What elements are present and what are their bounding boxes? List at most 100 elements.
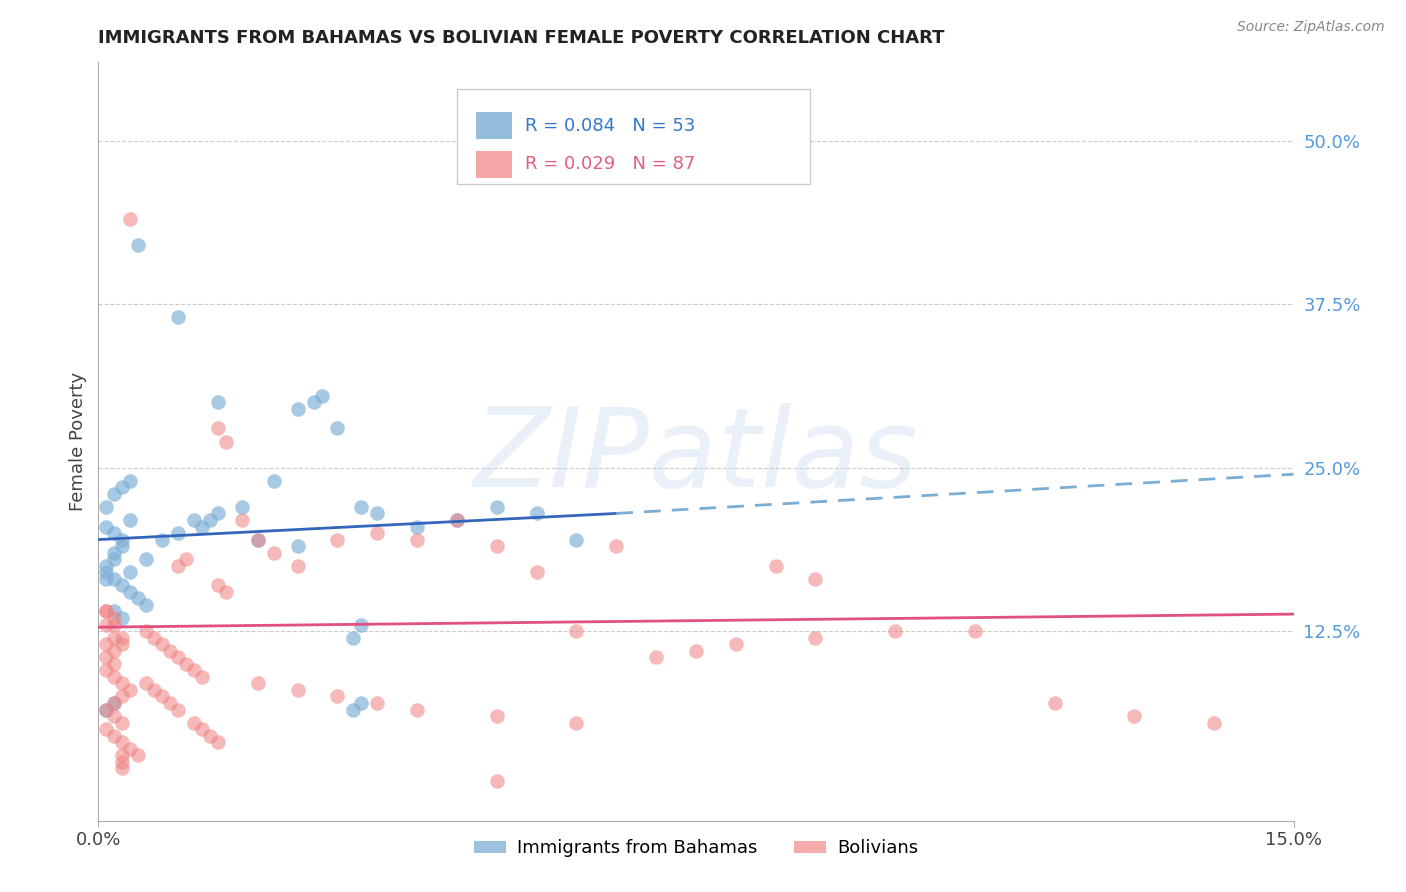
Point — [342, 631, 364, 645]
Point — [103, 487, 125, 501]
Point — [120, 585, 142, 599]
Point — [884, 624, 907, 639]
Point — [326, 421, 349, 435]
Point — [120, 566, 142, 580]
Point — [120, 682, 142, 697]
Point — [111, 761, 134, 775]
Point — [215, 585, 238, 599]
Point — [111, 690, 134, 704]
Point — [446, 513, 468, 527]
Point — [159, 643, 181, 657]
Point — [127, 238, 149, 252]
Point — [111, 755, 134, 769]
Point — [246, 533, 269, 547]
Point — [526, 566, 548, 580]
Point — [207, 395, 229, 409]
Point — [103, 546, 125, 560]
Point — [167, 558, 190, 573]
Point — [150, 690, 173, 704]
Point — [446, 513, 468, 527]
Point — [804, 631, 827, 645]
Point — [198, 729, 221, 743]
Point — [342, 702, 364, 716]
Point — [198, 513, 221, 527]
Point — [406, 519, 429, 533]
Point — [485, 539, 508, 553]
Point — [103, 605, 125, 619]
FancyBboxPatch shape — [457, 89, 810, 184]
Point — [96, 637, 118, 651]
Point — [246, 533, 269, 547]
Point — [96, 519, 118, 533]
Point — [103, 670, 125, 684]
Point — [111, 611, 134, 625]
Point — [287, 558, 309, 573]
Point — [406, 702, 429, 716]
Point — [111, 676, 134, 690]
Point — [287, 539, 309, 553]
Point — [96, 566, 118, 580]
Point — [111, 637, 134, 651]
Point — [111, 578, 134, 592]
Point — [127, 748, 149, 763]
FancyBboxPatch shape — [477, 151, 512, 178]
Point — [231, 513, 253, 527]
Point — [96, 605, 118, 619]
Point — [167, 310, 190, 325]
Point — [287, 401, 309, 416]
Point — [207, 421, 229, 435]
Point — [765, 558, 787, 573]
Point — [111, 715, 134, 730]
Point — [174, 657, 197, 671]
Point — [103, 617, 125, 632]
Point — [135, 624, 157, 639]
Point — [1123, 709, 1146, 723]
Point — [207, 735, 229, 749]
Point — [366, 526, 388, 541]
Point — [96, 702, 118, 716]
Point — [366, 696, 388, 710]
Point — [103, 572, 125, 586]
Point — [685, 643, 707, 657]
Point — [526, 507, 548, 521]
Point — [326, 690, 349, 704]
Point — [96, 558, 118, 573]
Point — [645, 650, 668, 665]
Text: IMMIGRANTS FROM BAHAMAS VS BOLIVIAN FEMALE POVERTY CORRELATION CHART: IMMIGRANTS FROM BAHAMAS VS BOLIVIAN FEMA… — [98, 29, 945, 47]
Point — [127, 591, 149, 606]
Point — [183, 513, 205, 527]
Point — [103, 729, 125, 743]
Point — [963, 624, 986, 639]
Point — [183, 715, 205, 730]
Point — [96, 663, 118, 677]
Point — [150, 637, 173, 651]
Point — [350, 696, 373, 710]
Text: R = 0.029   N = 87: R = 0.029 N = 87 — [524, 155, 696, 173]
Point — [366, 507, 388, 521]
Point — [111, 748, 134, 763]
Point — [103, 696, 125, 710]
Point — [103, 552, 125, 566]
Point — [804, 572, 827, 586]
Point — [191, 519, 214, 533]
Point — [1202, 715, 1225, 730]
Point — [103, 709, 125, 723]
Point — [103, 643, 125, 657]
Point — [565, 533, 588, 547]
Point — [96, 572, 118, 586]
Point — [565, 715, 588, 730]
Point — [485, 709, 508, 723]
Point — [120, 212, 142, 227]
Point — [159, 696, 181, 710]
Point — [96, 650, 118, 665]
Legend: Immigrants from Bahamas, Bolivians: Immigrants from Bahamas, Bolivians — [467, 832, 925, 864]
Point — [135, 676, 157, 690]
Text: ZIPatlas: ZIPatlas — [474, 403, 918, 510]
Text: R = 0.084   N = 53: R = 0.084 N = 53 — [524, 117, 696, 135]
Point — [565, 624, 588, 639]
Point — [287, 682, 309, 697]
Point — [111, 735, 134, 749]
Point — [96, 605, 118, 619]
Point — [96, 722, 118, 736]
Point — [207, 578, 229, 592]
